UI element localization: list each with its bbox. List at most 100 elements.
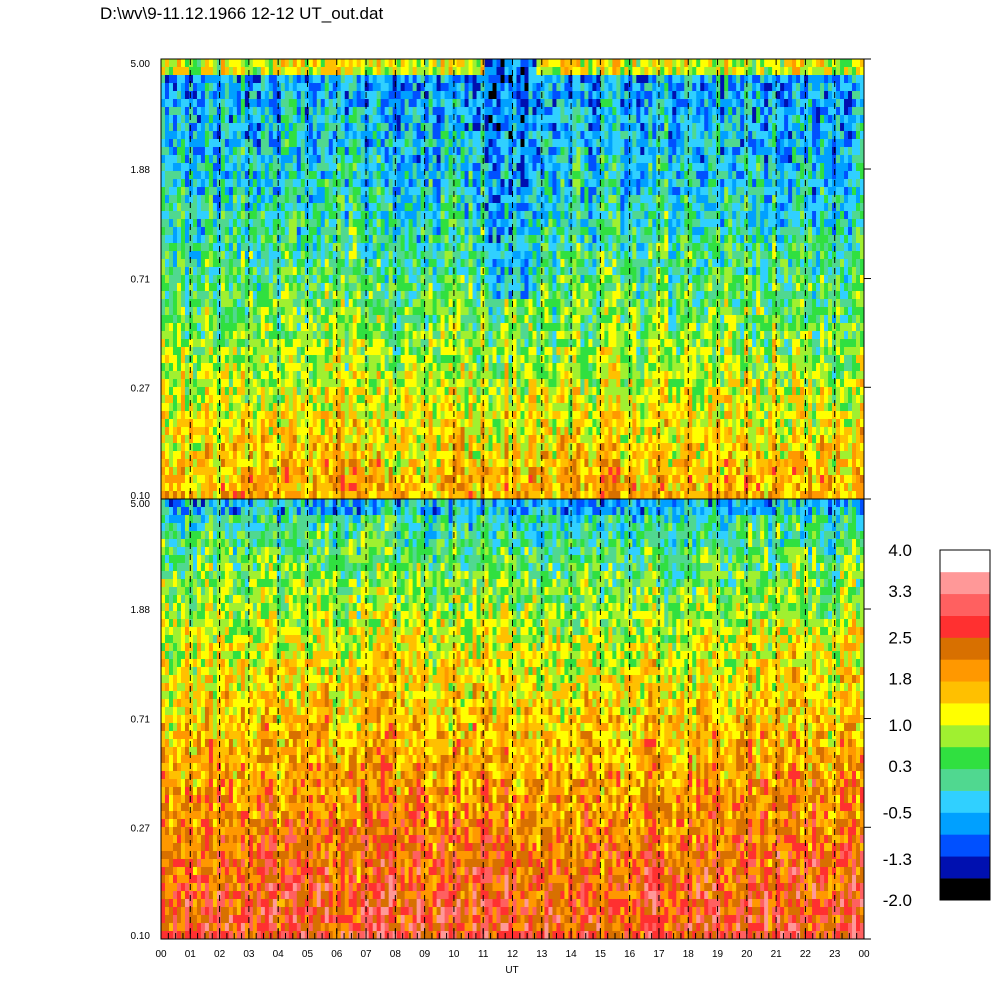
heatmap-cell (320, 219, 326, 228)
heatmap-cell (196, 315, 202, 324)
heatmap-cell (432, 307, 437, 316)
heatmap-cell (164, 371, 170, 380)
heatmap-cell (260, 259, 266, 268)
heatmap-cell (196, 347, 202, 356)
heatmap-cell (276, 331, 282, 340)
heatmap-cell (412, 283, 418, 292)
heatmap-cell (316, 315, 322, 324)
heatmap-cell (440, 403, 445, 412)
heatmap-cell (496, 451, 501, 460)
heatmap-cell (392, 347, 398, 356)
heatmap-cell (516, 435, 521, 444)
heatmap-cell (312, 123, 318, 132)
heatmap-cell (384, 187, 390, 196)
heatmap-cell (161, 419, 166, 428)
heatmap-cell (312, 443, 318, 452)
heatmap-cell (208, 491, 214, 500)
heatmap-cell (276, 467, 282, 476)
heatmap-cell (276, 451, 282, 460)
heatmap-cell (280, 355, 286, 364)
heatmap-cell (328, 139, 334, 148)
heatmap-cell (344, 115, 350, 124)
heatmap-cell (340, 115, 346, 124)
heatmap-cell (404, 363, 410, 372)
heatmap-cell (161, 387, 166, 396)
heatmap-cell (224, 443, 230, 452)
heatmap-cell (496, 227, 501, 236)
heatmap-cell (176, 275, 182, 284)
heatmap-cell (288, 171, 294, 180)
heatmap-cell (412, 115, 418, 124)
heatmap-cell (356, 203, 362, 212)
heatmap-cell (196, 403, 202, 412)
heatmap-cell (168, 483, 174, 492)
heatmap-cell (448, 203, 453, 212)
heatmap-cell (372, 491, 378, 500)
heatmap-cell (512, 67, 517, 76)
heatmap-cell (520, 323, 525, 332)
heatmap-cell (476, 411, 481, 420)
heatmap-cell (288, 443, 294, 452)
heatmap-cell (520, 227, 525, 236)
heatmap-cell (216, 75, 222, 84)
heatmap-cell (288, 163, 294, 172)
heatmap-cell (172, 75, 178, 84)
heatmap-cell (508, 219, 513, 228)
heatmap-cell (324, 419, 330, 428)
heatmap-cell (360, 315, 366, 324)
heatmap-cell (276, 91, 282, 100)
heatmap-cell (436, 107, 441, 116)
heatmap-cell (228, 267, 234, 276)
heatmap-cell (436, 395, 441, 404)
heatmap-cell (476, 387, 481, 396)
heatmap-cell (296, 419, 302, 428)
heatmap-cell (344, 467, 350, 476)
heatmap-cell (292, 355, 298, 364)
heatmap-cell (240, 267, 246, 276)
heatmap-cell (424, 411, 430, 420)
heatmap-cell (352, 459, 358, 468)
heatmap-cell (376, 179, 382, 188)
heatmap-cell (436, 99, 441, 108)
heatmap-cell (240, 195, 246, 204)
heatmap-cell (324, 267, 330, 276)
heatmap-cell (464, 267, 469, 276)
heatmap-cell (420, 83, 426, 92)
heatmap-cell (332, 347, 338, 356)
heatmap-cell (516, 131, 521, 140)
heatmap-cell (188, 459, 194, 468)
heatmap-cell (364, 363, 370, 372)
heatmap-cell (168, 203, 174, 212)
heatmap-cell (200, 371, 206, 380)
heatmap-cell (412, 59, 418, 68)
heatmap-cell (496, 155, 501, 164)
heatmap-cell (496, 411, 501, 420)
heatmap-cell (340, 147, 346, 156)
heatmap-cell (396, 259, 402, 268)
heatmap-cell (404, 83, 410, 92)
heatmap-cell (440, 267, 445, 276)
heatmap-cell (500, 435, 505, 444)
heatmap-cell (460, 83, 465, 92)
heatmap-cell (220, 187, 226, 196)
heatmap-cell (161, 107, 166, 116)
heatmap-cell (512, 435, 517, 444)
heatmap-cell (424, 371, 430, 380)
heatmap-cell (268, 379, 274, 388)
heatmap-cell (400, 67, 406, 76)
heatmap-cell (244, 243, 250, 252)
heatmap-cell (348, 307, 354, 316)
heatmap-cell (296, 355, 302, 364)
heatmap-cell (364, 123, 370, 132)
heatmap-cell (380, 403, 386, 412)
heatmap-cell (500, 331, 505, 340)
heatmap-cell (224, 195, 230, 204)
heatmap-cell (352, 307, 358, 316)
heatmap-cell (264, 99, 270, 108)
heatmap-cell (372, 331, 378, 340)
heatmap-cell (184, 243, 190, 252)
heatmap-cell (476, 379, 481, 388)
heatmap-cell (200, 451, 206, 460)
heatmap-cell (424, 291, 430, 300)
heatmap-cell (332, 267, 338, 276)
